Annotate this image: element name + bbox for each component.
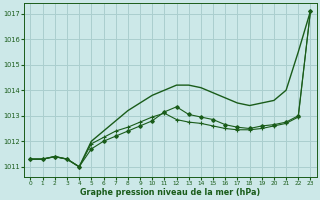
X-axis label: Graphe pression niveau de la mer (hPa): Graphe pression niveau de la mer (hPa): [80, 188, 260, 197]
